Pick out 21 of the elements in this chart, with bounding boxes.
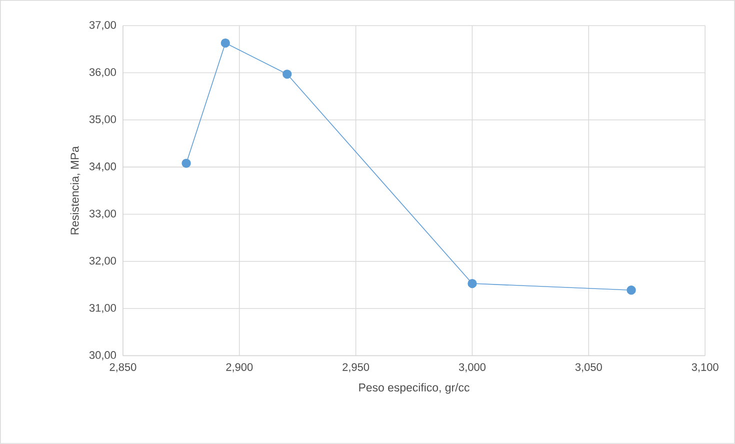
x-axis-title: Peso especifico, gr/cc — [359, 383, 470, 394]
point — [282, 70, 292, 79]
y-axis-title: Resistencia, MPa — [70, 146, 80, 234]
x-tick-label: 3,050 — [575, 363, 602, 372]
y-tick-label: 32,00 — [89, 256, 116, 266]
x-tick-label: 3,100 — [692, 363, 718, 372]
y-tick-label: 35,00 — [89, 115, 116, 124]
y-tick-label: 36,00 — [89, 68, 116, 78]
x-tick-label: 3,000 — [458, 363, 486, 372]
point — [220, 38, 230, 48]
x-tick-label: 2,850 — [110, 363, 136, 372]
x-tick-label: 2,950 — [342, 363, 370, 372]
point — [182, 158, 191, 168]
y-tick-label: 34,00 — [89, 162, 116, 172]
y-tick-label: 30,00 — [89, 351, 116, 360]
y-tick-label: 33,00 — [89, 210, 116, 219]
x-tick-label: 2,900 — [226, 363, 253, 372]
point — [468, 278, 477, 288]
point — [626, 286, 636, 295]
y-tick-label: 31,00 — [89, 304, 116, 314]
y-tick-label: 37,00 — [89, 21, 116, 30]
